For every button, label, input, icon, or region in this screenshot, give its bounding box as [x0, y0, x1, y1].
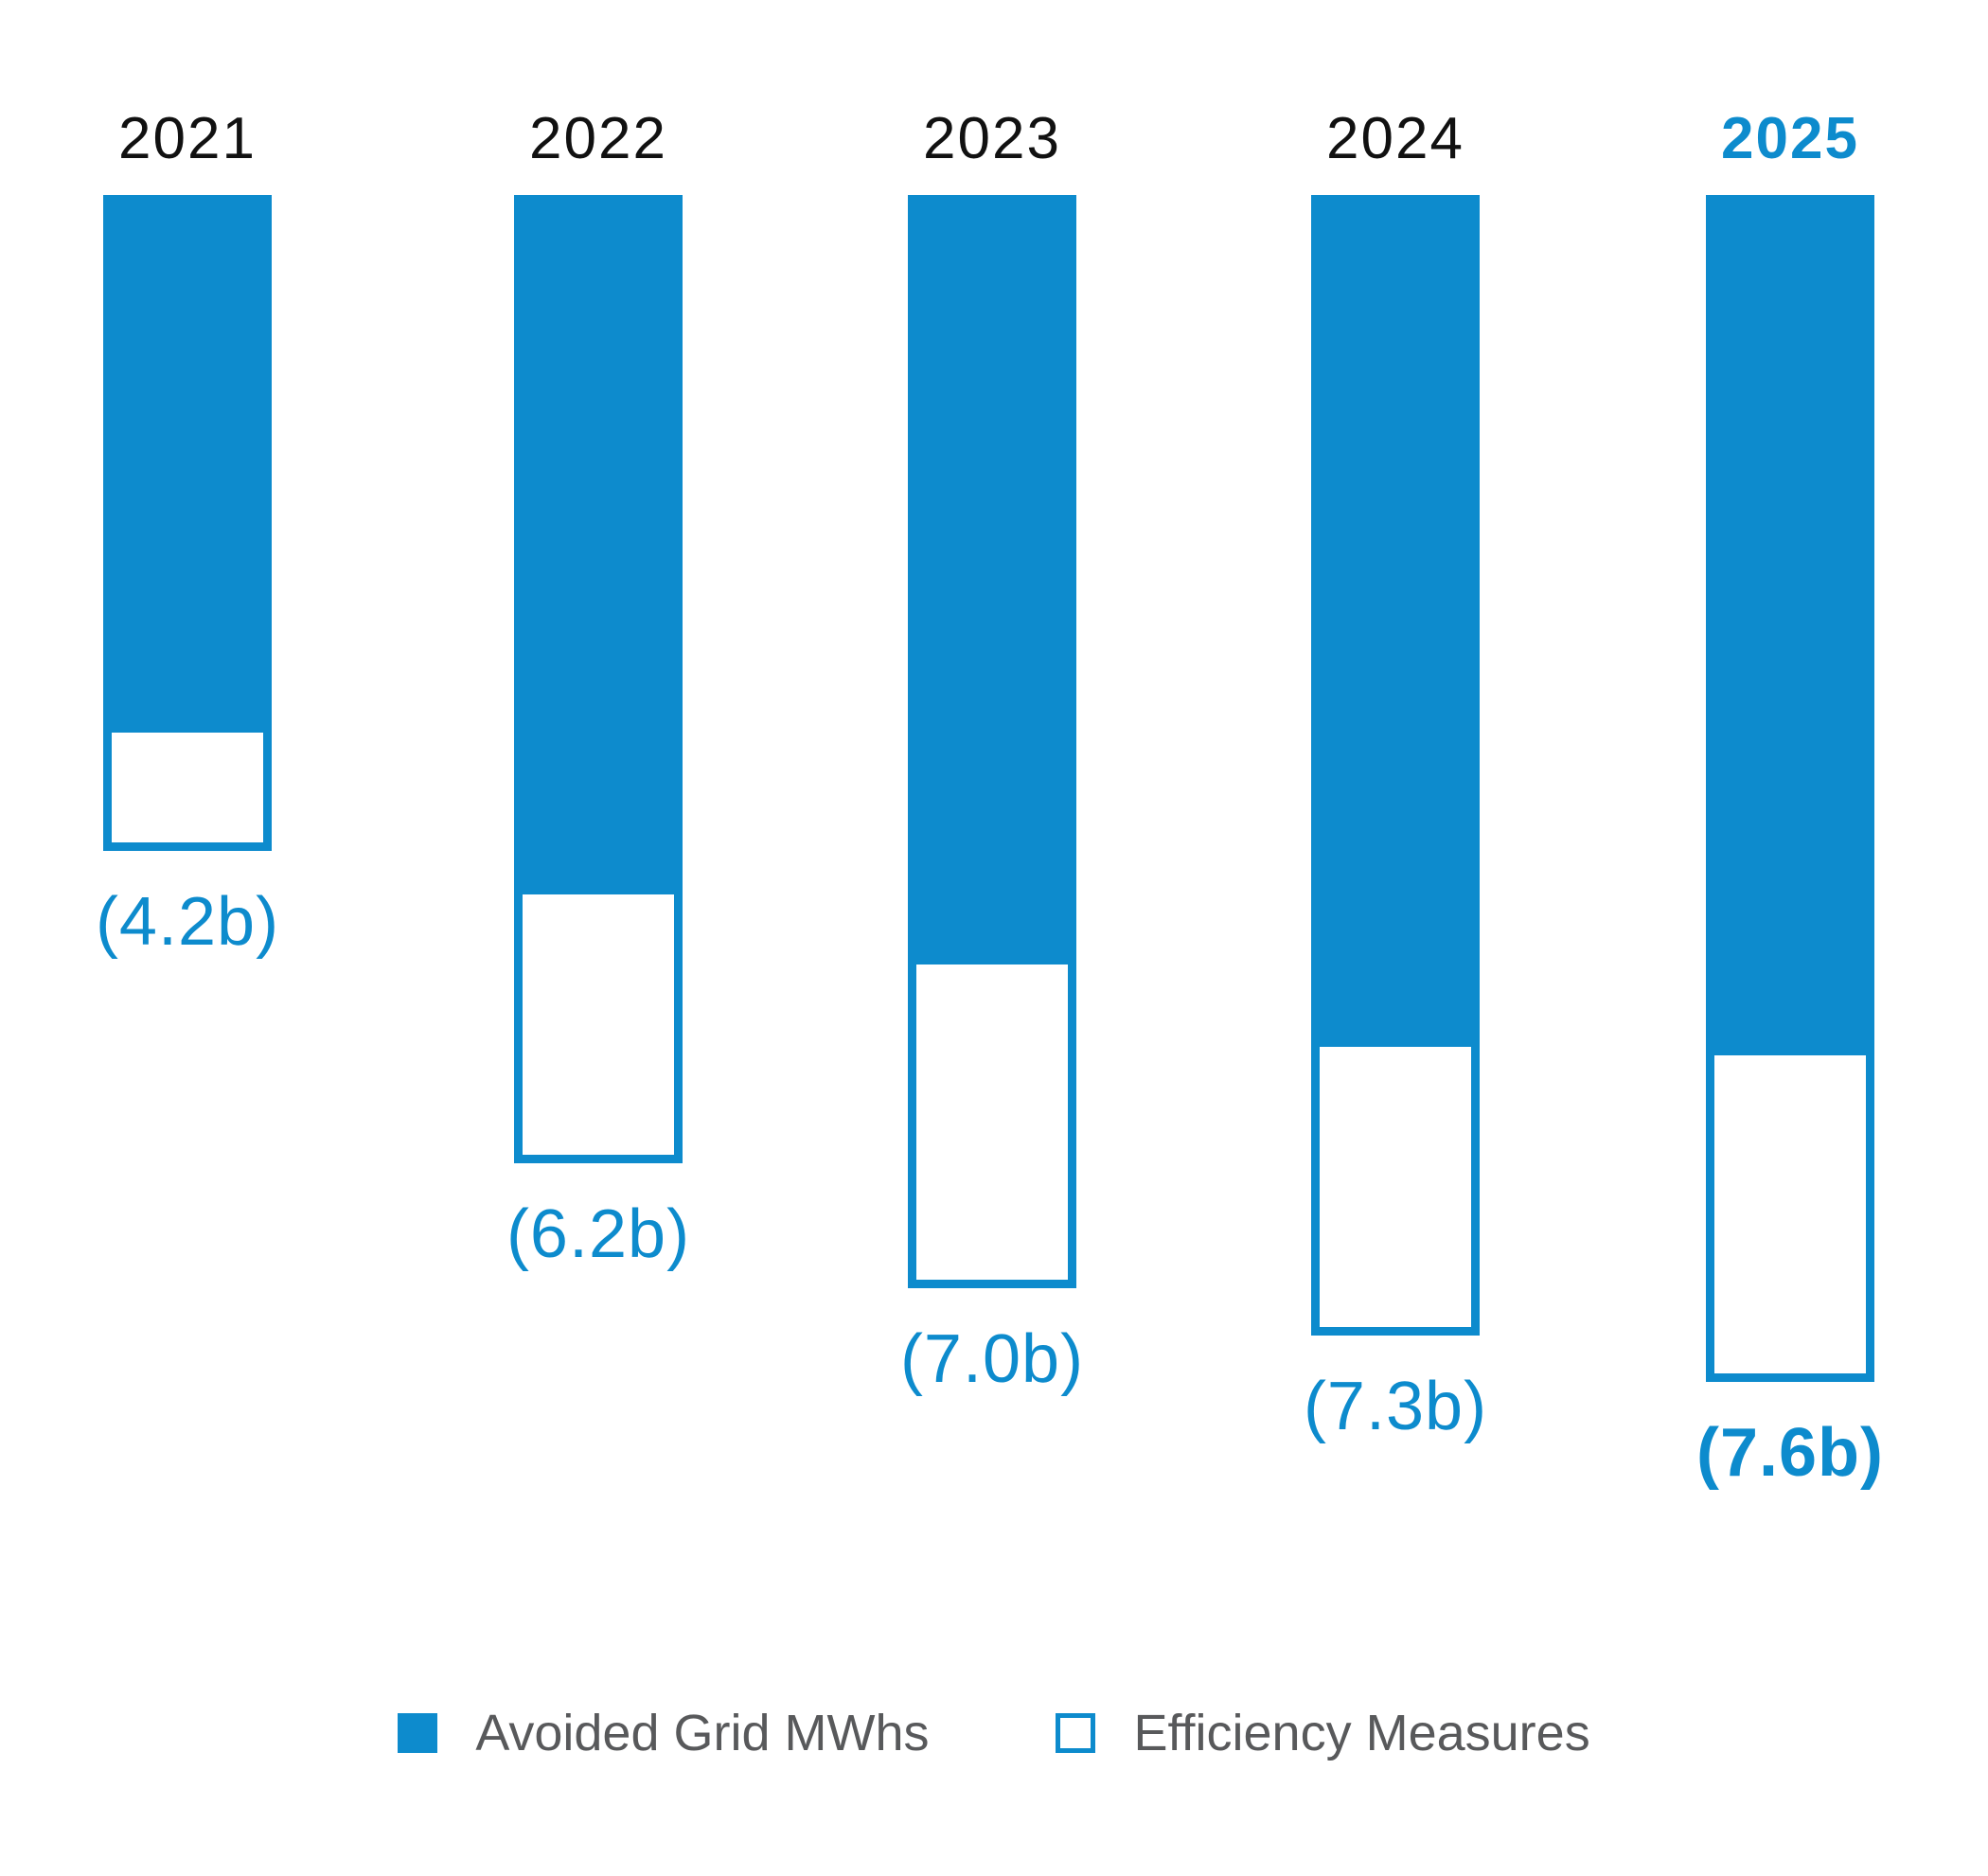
year-label-2021: 2021 — [118, 106, 257, 171]
total-label-2022: (6.2b) — [506, 1196, 691, 1272]
bar-2025-avoided-grid-mwhs — [1706, 195, 1874, 1382]
legend-item-efficiency-measures: Efficiency Measures — [1056, 1704, 1590, 1762]
bar-group-2021: 2021 (4.2b) — [96, 0, 278, 1876]
legend: Avoided Grid MWhs Efficiency Measures — [0, 1704, 1988, 1762]
total-label-2024: (7.3b) — [1303, 1369, 1488, 1444]
outlined-blue-square-icon — [1056, 1713, 1096, 1753]
bar-group-2024: 2024 (7.3b) — [1304, 0, 1486, 1876]
legend-item-avoided-grid-mwhs: Avoided Grid MWhs — [398, 1704, 929, 1762]
bar-2023-avoided-grid-mwhs — [908, 195, 1076, 1288]
year-label-2022: 2022 — [529, 106, 667, 171]
bar-2021-efficiency-measures — [112, 733, 263, 842]
bar-2024-avoided-grid-mwhs — [1311, 195, 1480, 1336]
total-label-2025: (7.6b) — [1695, 1415, 1885, 1491]
total-label-2021: (4.2b) — [95, 884, 280, 960]
legend-label-avoided-grid-mwhs: Avoided Grid MWhs — [475, 1705, 930, 1761]
bar-group-2022: 2022 (6.2b) — [506, 0, 689, 1876]
total-label-2023: (7.0b) — [899, 1321, 1085, 1397]
bar-2021-avoided-grid-mwhs — [103, 195, 272, 851]
bar-group-2025: 2025 (7.6b) — [1696, 0, 1883, 1876]
bar-2023-efficiency-measures — [916, 965, 1068, 1280]
bar-2025-efficiency-measures — [1714, 1055, 1866, 1373]
year-label-2024: 2024 — [1326, 106, 1464, 171]
bar-2022-avoided-grid-mwhs — [514, 195, 683, 1163]
filled-blue-square-icon — [398, 1713, 438, 1753]
legend-label-efficiency-measures: Efficiency Measures — [1133, 1705, 1590, 1761]
bar-2022-efficiency-measures — [523, 894, 674, 1155]
bar-group-2023: 2023 (7.0b) — [900, 0, 1083, 1876]
year-label-2023: 2023 — [923, 106, 1061, 171]
bar-2024-efficiency-measures — [1320, 1047, 1471, 1327]
year-label-2025: 2025 — [1721, 106, 1859, 171]
